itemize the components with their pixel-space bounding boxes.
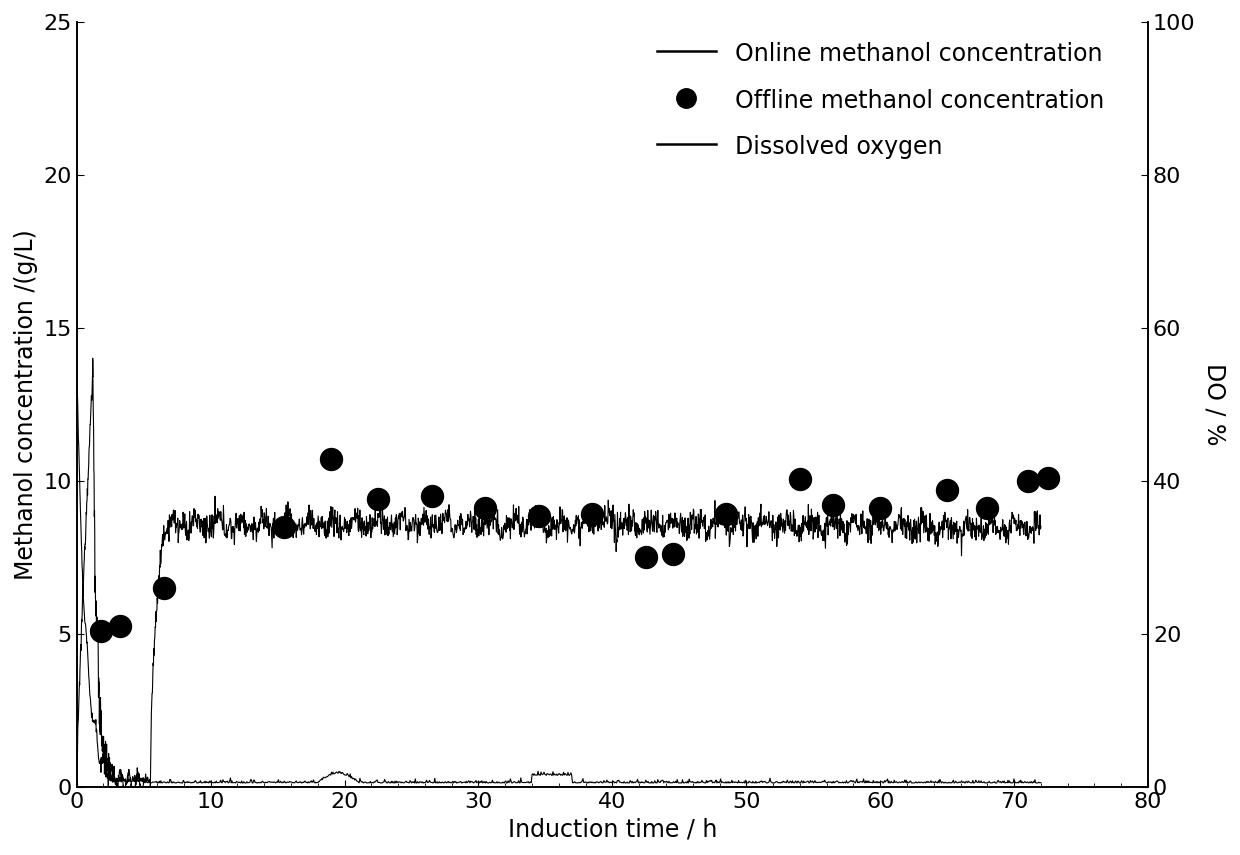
Point <box>937 483 957 497</box>
Point <box>321 452 341 466</box>
Point <box>870 502 890 516</box>
Point <box>154 581 174 595</box>
Point <box>109 619 129 633</box>
Point <box>528 509 548 522</box>
Point <box>1038 471 1058 485</box>
Point <box>91 624 110 638</box>
Point <box>662 547 682 561</box>
Point <box>977 502 997 516</box>
Point <box>823 498 843 512</box>
Point <box>717 508 737 522</box>
Point <box>422 489 441 503</box>
Point <box>274 520 294 534</box>
Point <box>583 508 603 522</box>
Point <box>475 502 495 516</box>
Legend: Online methanol concentration, Offline methanol concentration, Dissolved oxygen: Online methanol concentration, Offline m… <box>657 41 1104 159</box>
X-axis label: Induction time / h: Induction time / h <box>507 817 717 841</box>
Point <box>636 551 656 564</box>
Point <box>1018 474 1038 487</box>
Y-axis label: Methanol concentration /(g/L): Methanol concentration /(g/L) <box>14 229 38 580</box>
Y-axis label: DO / %: DO / % <box>1202 363 1226 445</box>
Point <box>790 473 810 486</box>
Point <box>368 492 388 506</box>
